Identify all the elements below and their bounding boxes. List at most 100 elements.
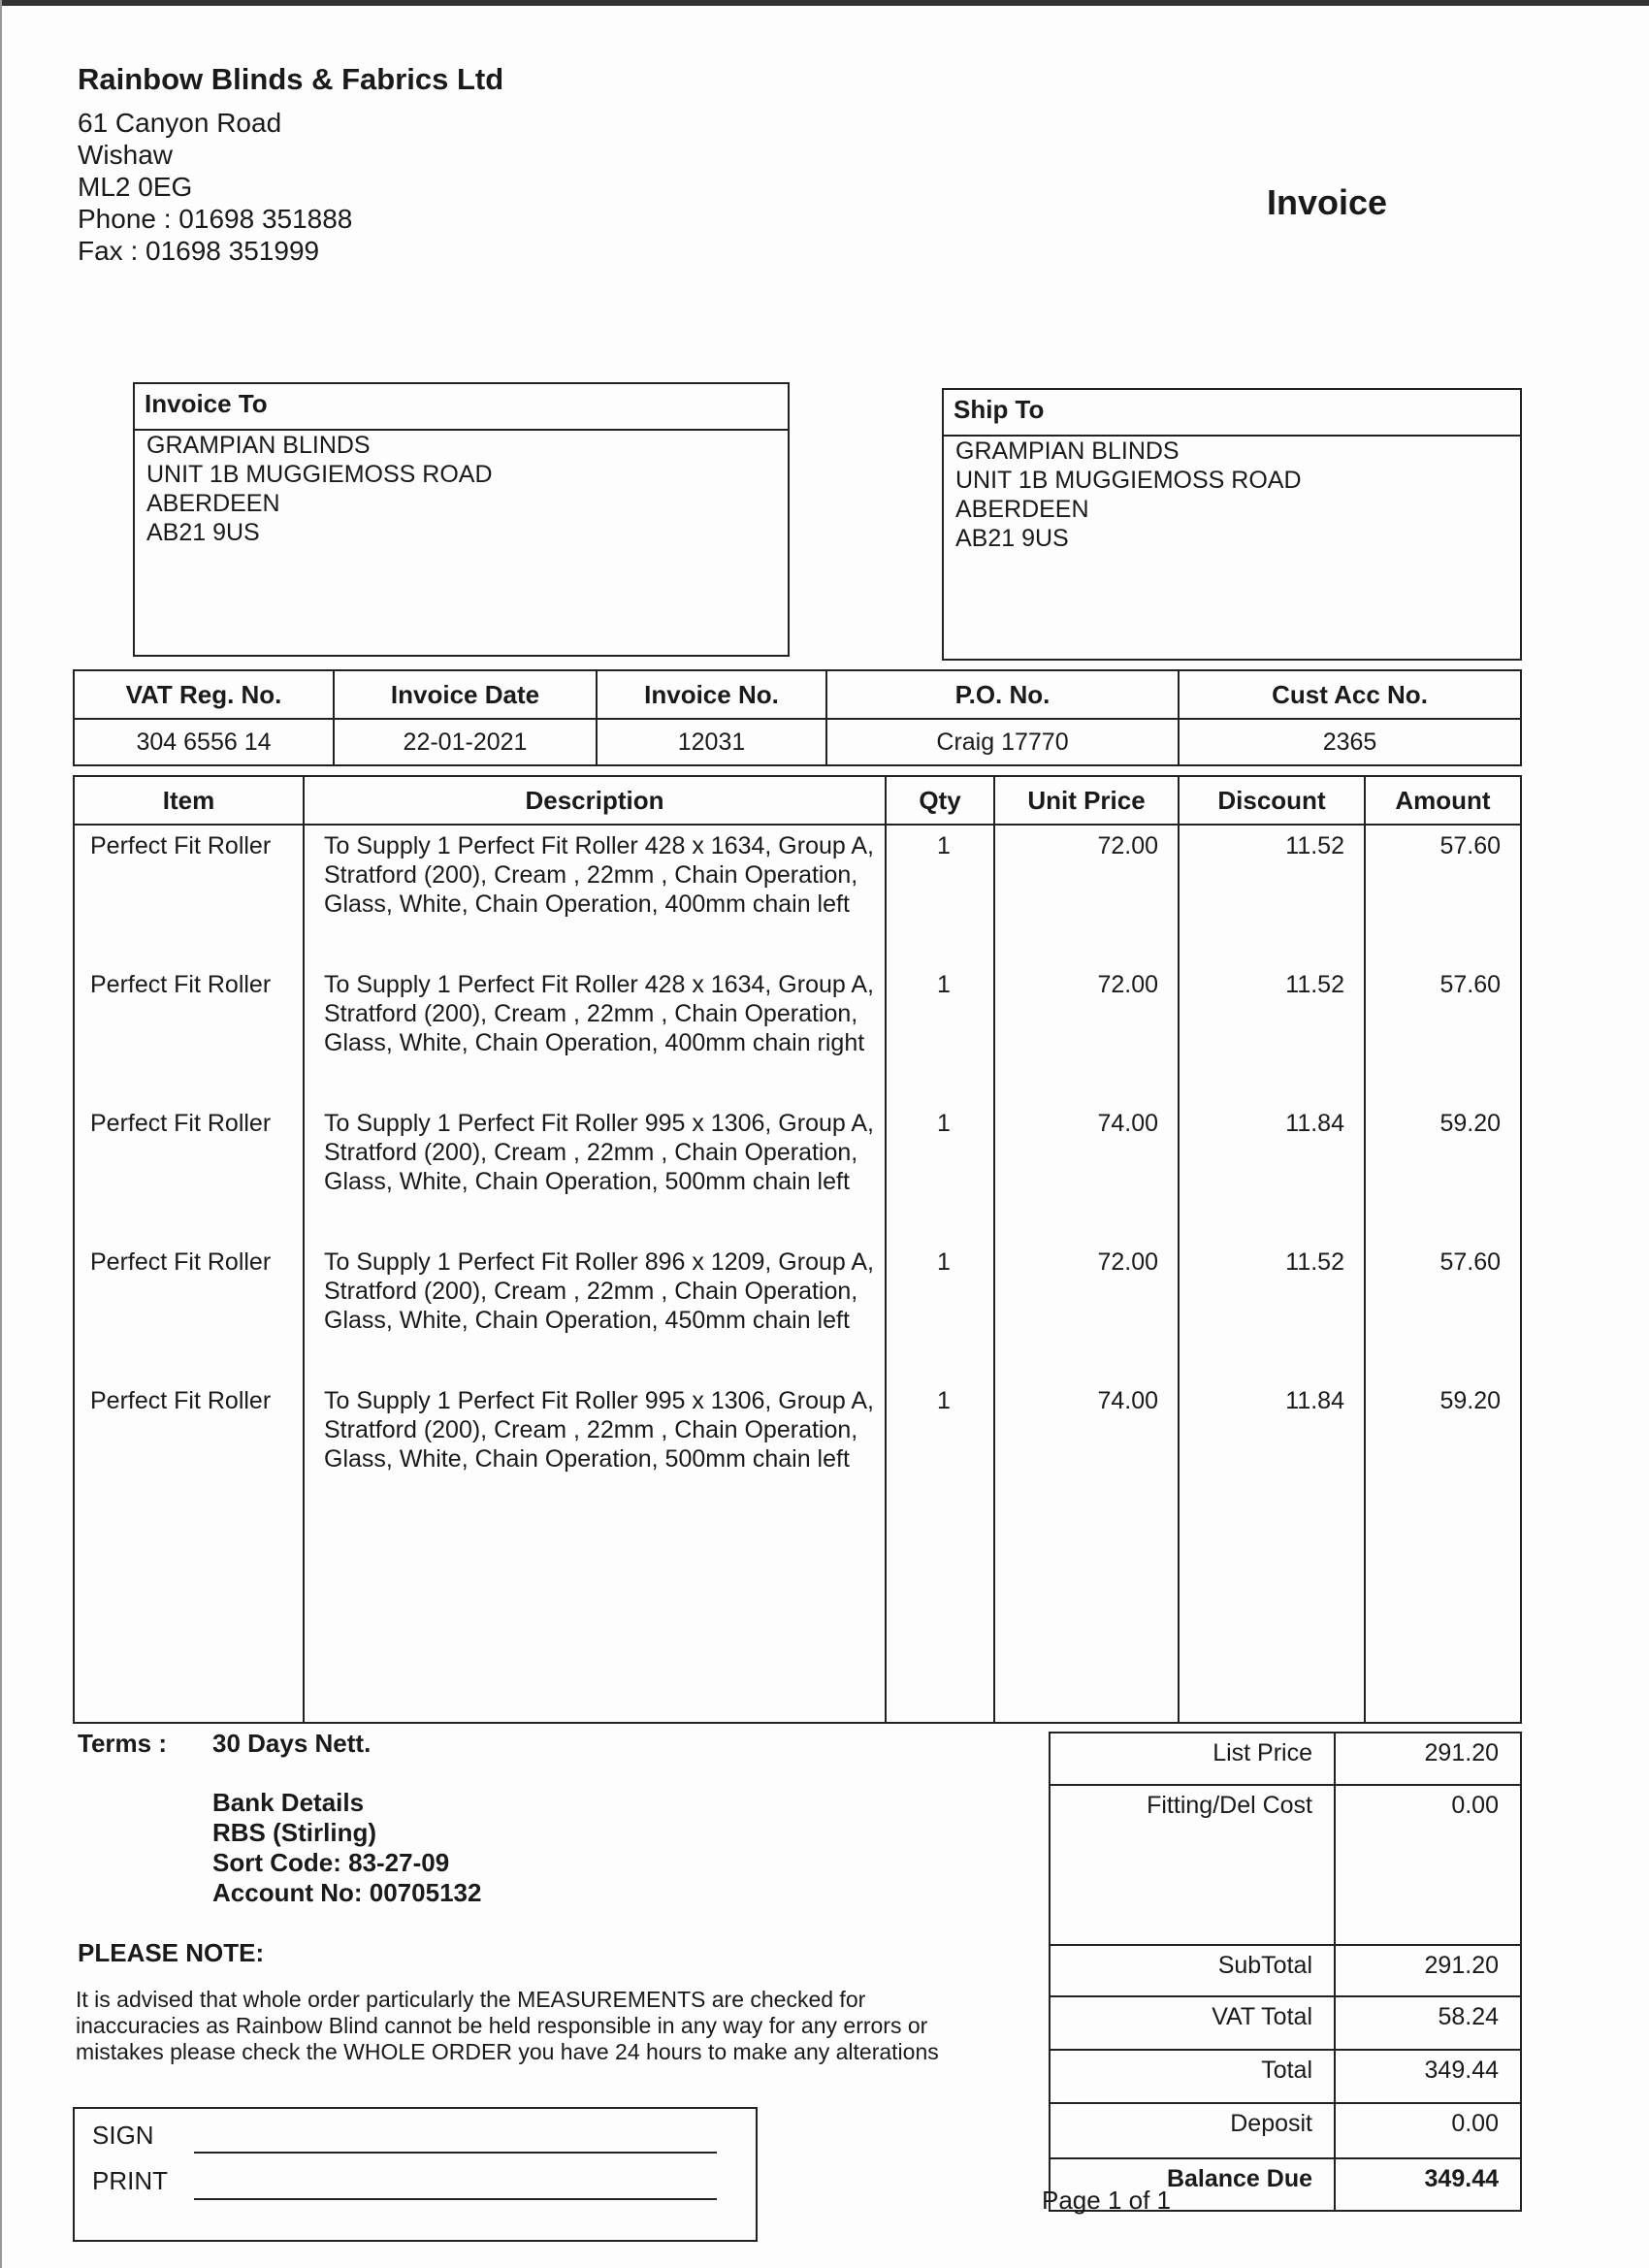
unit-price-cell: 74.00 — [1097, 1387, 1158, 1414]
qty-cell: 1 — [937, 1248, 951, 1276]
cust-acc-value: 2365 — [1178, 718, 1522, 766]
document-title: Invoice — [1267, 182, 1388, 222]
totals-row: SubTotal 291.20 — [1049, 1944, 1522, 1997]
amount-cell: 59.20 — [1439, 1110, 1501, 1137]
cust-acc-header: Cust Acc No. — [1178, 669, 1522, 720]
amount-cell: 57.60 — [1439, 832, 1501, 859]
description-header: Description — [303, 775, 887, 826]
terms-label: Terms : — [78, 1729, 167, 1758]
print-label: PRINT — [92, 2166, 168, 2195]
note-text: It is advised that whole order particula… — [76, 1987, 939, 2065]
discount-header: Discount — [1178, 775, 1366, 826]
bank-name: RBS (Stirling) — [212, 1818, 376, 1847]
scan-edge — [0, 0, 1649, 6]
discount-cell: 11.52 — [1285, 971, 1344, 998]
note-line: mistakes please check the WHOLE ORDER yo… — [76, 2039, 939, 2064]
invoice-to-heading: Invoice To — [135, 384, 788, 431]
vat-reg-header: VAT Reg. No. — [73, 669, 335, 720]
totals-value: 58.24 — [1334, 1995, 1522, 2051]
discount-cell: 11.52 — [1285, 1248, 1344, 1276]
table-row: Perfect Fit Roller To Supply 1 Perfect Fi… — [73, 825, 1522, 964]
invoice-date-value: 22-01-2021 — [333, 718, 598, 766]
ship-to-box: Ship To GRAMPIAN BLINDS UNIT 1B MUGGIEMO… — [942, 388, 1522, 661]
invoice-to-box: Invoice To GRAMPIAN BLINDS UNIT 1B MUGGI… — [133, 382, 790, 657]
address-line: 61 Canyon Road — [78, 108, 282, 138]
totals-row: Total 349.44 — [1049, 2049, 1522, 2104]
address-line: Wishaw — [78, 140, 174, 170]
item-cell: Perfect Fit Roller — [90, 832, 272, 859]
totals-label: Balance Due — [1049, 2157, 1336, 2212]
ship-to-line: ABERDEEN — [955, 496, 1089, 523]
account-no: Account No: 00705132 — [212, 1878, 482, 1907]
note-line: inaccuracies as Rainbow Blind cannot be … — [76, 2013, 928, 2038]
note-line: It is advised that whole order particula… — [76, 1987, 866, 2012]
bank-details: Bank Details RBS (Stirling) Sort Code: 8… — [212, 1788, 481, 1908]
invoice-no-value: 12031 — [596, 718, 827, 766]
totals-label: Fitting/Del Cost — [1049, 1784, 1336, 1946]
ship-to-line: AB21 9US — [955, 525, 1069, 552]
print-line[interactable] — [194, 2198, 717, 2200]
qty-cell: 1 — [937, 971, 951, 998]
discount-cell: 11.84 — [1285, 1110, 1344, 1137]
totals-label: Total — [1049, 2049, 1336, 2104]
amount-cell: 59.20 — [1439, 1387, 1501, 1414]
unit-price-cell: 72.00 — [1097, 1248, 1158, 1276]
invoice-info-table: VAT Reg. No. Invoice Date Invoice No. P.… — [73, 669, 1522, 766]
table-row: Perfect Fit Roller To Supply 1 Perfect Fi… — [73, 964, 1522, 1103]
item-cell: Perfect Fit Roller — [90, 1387, 272, 1414]
fax: Fax : 01698 351999 — [78, 236, 320, 266]
description-cell: To Supply 1 Perfect Fit Roller 428 x 163… — [324, 971, 874, 1056]
description-cell: To Supply 1 Perfect Fit Roller 995 x 130… — [324, 1387, 874, 1473]
unit-price-cell: 72.00 — [1097, 832, 1158, 859]
invoice-to-line: ABERDEEN — [146, 490, 280, 517]
totals-row: VAT Total 58.24 — [1049, 1995, 1522, 2051]
amount-header: Amount — [1364, 775, 1522, 826]
please-note-heading: PLEASE NOTE: — [78, 1938, 265, 1967]
qty-header: Qty — [885, 775, 995, 826]
ship-to-line: GRAMPIAN BLINDS — [955, 437, 1180, 465]
description-cell: To Supply 1 Perfect Fit Roller 995 x 130… — [324, 1110, 874, 1195]
po-no-header: P.O. No. — [825, 669, 1180, 720]
company-name: Rainbow Blinds & Fabrics Ltd — [78, 62, 504, 96]
invoice-to-line: AB21 9US — [146, 519, 260, 546]
totals-label: Deposit — [1049, 2102, 1336, 2159]
terms-value: 30 Days Nett. — [212, 1729, 372, 1758]
discount-cell: 11.84 — [1285, 1387, 1344, 1414]
totals-row: Fitting/Del Cost 0.00 — [1049, 1784, 1522, 1946]
table-filler-row — [73, 1519, 1522, 1724]
qty-cell: 1 — [937, 832, 951, 859]
totals-value: 349.44 — [1334, 2049, 1522, 2104]
item-header: Item — [73, 775, 305, 826]
items-table: Item Description Qty Unit Price Discount… — [73, 775, 1522, 1724]
discount-cell: 11.52 — [1285, 832, 1344, 859]
invoice-to-line: GRAMPIAN BLINDS — [146, 432, 371, 459]
unit-price-header: Unit Price — [993, 775, 1180, 826]
address-line: ML2 0EG — [78, 172, 193, 202]
totals-value: 291.20 — [1334, 1944, 1522, 1997]
item-cell: Perfect Fit Roller — [90, 971, 272, 998]
unit-price-cell: 72.00 — [1097, 971, 1158, 998]
phone: Phone : 01698 351888 — [78, 204, 353, 234]
unit-price-cell: 74.00 — [1097, 1110, 1158, 1137]
ship-to-heading: Ship To — [944, 390, 1520, 437]
sign-line[interactable] — [194, 2152, 717, 2154]
totals-value: 291.20 — [1334, 1732, 1522, 1786]
page-number: Page 1 of 1 — [1042, 2186, 1171, 2215]
po-no-value: Craig 17770 — [825, 718, 1180, 766]
ship-to-line: UNIT 1B MUGGIEMOSS ROAD — [955, 467, 1302, 494]
totals-value: 0.00 — [1334, 1784, 1522, 1946]
totals-value: 0.00 — [1334, 2102, 1522, 2159]
sort-code: Sort Code: 83-27-09 — [212, 1848, 450, 1877]
qty-cell: 1 — [937, 1110, 951, 1137]
qty-cell: 1 — [937, 1387, 951, 1414]
description-cell: To Supply 1 Perfect Fit Roller 428 x 163… — [324, 832, 874, 918]
description-cell: To Supply 1 Perfect Fit Roller 896 x 120… — [324, 1248, 874, 1334]
signature-box: SIGN PRINT — [73, 2107, 758, 2242]
invoice-to-line: UNIT 1B MUGGIEMOSS ROAD — [146, 461, 493, 488]
item-cell: Perfect Fit Roller — [90, 1248, 272, 1276]
table-row: Perfect Fit Roller To Supply 1 Perfect Fi… — [73, 1380, 1522, 1519]
totals-row: Balance Due 349.44 — [1049, 2157, 1522, 2212]
totals-row: List Price 291.20 — [1049, 1732, 1522, 1786]
totals-label: List Price — [1049, 1732, 1336, 1786]
scan-edge-left — [0, 0, 2, 2268]
